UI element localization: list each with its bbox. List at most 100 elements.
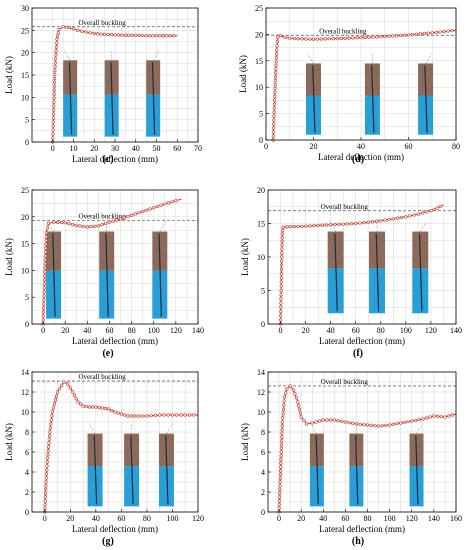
data-point [84,404,88,409]
photo-water [87,466,103,507]
data-point [127,33,131,37]
data-point [292,224,296,229]
data-point [336,419,340,423]
data-point [333,223,337,227]
data-point [148,207,152,211]
data-point [71,27,76,31]
specimen-photo [104,50,119,137]
data-point [54,394,59,398]
x-tick-label: 100 [400,326,412,335]
photo-leader [166,423,173,434]
y-tick-label: 25 [255,4,263,13]
data-point [52,84,56,89]
data-point [362,221,366,225]
data-point [332,418,336,422]
data-point [52,108,56,112]
data-point [395,216,400,220]
data-point [126,214,130,219]
y-tick-label: 12 [257,388,265,397]
data-point [144,208,148,212]
photo-specimen [371,65,375,133]
data-point [55,390,60,394]
data-point [280,255,284,259]
chart-panel-6: Overall buckling 0 20 40 60 80 100 120 140 160 0 2 4… [240,368,462,547]
data-point [51,406,56,410]
y-tick-label: 14 [257,368,265,377]
data-point [316,223,320,228]
y-tick-label: 12 [21,388,29,397]
data-point [43,254,48,258]
data-point [341,222,345,226]
data-point [106,32,110,37]
data-point [170,413,175,417]
data-point [279,305,283,309]
data-point [42,278,47,282]
data-point [319,37,324,41]
photo-water [104,94,119,137]
x-tick-label: 80 [364,514,372,523]
data-point [355,36,359,40]
data-point [52,80,57,85]
data-point [404,215,408,219]
specimen-photo [306,53,321,135]
data-point [91,405,95,409]
data-point [82,224,86,229]
chart-panel-2: Overall buckling 0 20 40 60 80 0 5 10 15 20 25 Later… [238,4,460,165]
data-point [100,406,104,410]
data-point [46,221,51,225]
photo-specimen [355,435,359,505]
data-point [335,37,339,41]
data-point [278,480,282,484]
data-point [192,413,196,417]
data-point [158,34,162,38]
y-tick-label: 25 [21,26,29,35]
data-point [315,37,320,41]
photo-specimen [151,62,156,135]
data-point [109,33,114,37]
photo-leader [47,221,54,232]
chart-panel-3: Overall buckling 0 20 40 60 80 100 120 140 0 5 10 15… [4,186,204,359]
data-point [41,314,45,318]
data-point [429,209,433,213]
y-tick-label: 4 [261,468,265,477]
data-point [280,259,284,263]
data-point [358,422,362,426]
x-tick-label: 20 [66,514,74,523]
data-point [161,34,166,38]
photo-water [306,95,321,135]
data-point [339,36,343,41]
data-point [272,114,276,118]
data-point [60,383,64,387]
data-point [42,306,46,310]
data-point [400,215,404,220]
data-point [278,484,282,488]
y-axis-label: Load (kN) [4,423,14,461]
data-point [45,226,50,230]
data-point [349,222,354,226]
data-point [293,392,297,396]
data-point [280,431,284,435]
buckling-annotation: Overall buckling [78,19,126,27]
data-point [271,130,276,134]
data-point [450,413,454,417]
data-point [46,445,51,449]
x-tick-label: 140 [192,326,204,335]
data-point [71,390,75,394]
photo-specimen [315,435,319,505]
data-point [383,34,387,39]
data-point [282,395,287,399]
data-point [52,220,56,224]
data-point [367,35,371,39]
data-point [88,31,92,35]
data-point [329,223,333,227]
x-tick-label: 40 [327,326,335,335]
x-tick-label: 40 [319,514,327,523]
x-tick-label: 0 [264,142,268,151]
data-point [296,37,300,41]
data-point [280,435,284,439]
data-point [421,417,425,421]
y-tick-label: 20 [21,213,29,222]
x-tick-label: 50 [153,144,161,153]
data-point [281,228,285,233]
data-point [52,100,56,104]
